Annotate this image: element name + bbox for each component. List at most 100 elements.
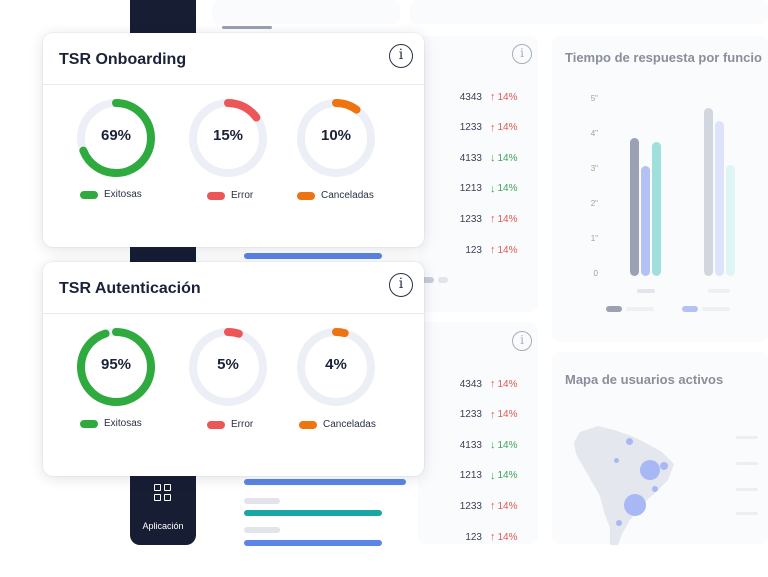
y-tick-label: 2" — [590, 199, 598, 208]
map-legend-placeholder — [736, 436, 758, 439]
donut-exitosas: 95% — [75, 326, 157, 408]
map-bubble — [624, 494, 646, 516]
card-title: TSR Onboarding — [59, 51, 187, 68]
row-value: 123 — [465, 244, 482, 256]
trend-badge: ↑ 14% — [490, 91, 518, 103]
legend-blue — [682, 306, 698, 312]
row-value: 1233 — [459, 500, 482, 512]
bar-gray-1 — [630, 138, 639, 276]
legend-gray-label — [626, 307, 654, 311]
top-right-panel — [410, 0, 768, 24]
map-bubble — [614, 458, 619, 463]
trend-badge: ↑ 14% — [490, 122, 518, 134]
trend-badge: ↑ 14% — [490, 500, 518, 512]
arrow-down-icon: ↓ — [490, 469, 496, 482]
tsr-autenticacion-card: TSR Autenticación i 95% 5% 4% Exitosas E… — [43, 262, 424, 476]
donut-value: 10% — [320, 127, 352, 144]
donut-value: 5% — [217, 356, 239, 373]
map-title: Mapa de usuarios activos — [565, 372, 724, 387]
progress-bar — [244, 253, 382, 259]
trend-badge: ↓ 14% — [490, 470, 518, 482]
top-left-panel — [212, 0, 400, 24]
progress-bar — [420, 277, 434, 283]
map-legend-placeholder — [736, 512, 758, 515]
trend-badge: ↓ 14% — [490, 183, 518, 195]
legend-blue-label — [702, 307, 730, 311]
scroll-indicator[interactable] — [222, 26, 272, 29]
table-row: 1233 ↑ 14% — [442, 499, 518, 513]
trend-percent: 14% — [497, 409, 518, 421]
sidebar-item-aplicacion[interactable]: Aplicación — [142, 521, 184, 531]
donut-canceladas: 4% — [295, 326, 377, 408]
info-icon[interactable]: i — [389, 44, 413, 68]
progress-bar — [438, 277, 448, 283]
y-tick-label: 0 — [593, 269, 598, 278]
arrow-down-icon: ↓ — [490, 182, 496, 195]
row-value: 1213 — [459, 470, 482, 482]
info-icon[interactable]: i — [512, 44, 532, 64]
progress-bar — [244, 540, 382, 546]
table-row: 123 ↑ 14% — [442, 243, 517, 257]
donut-value: 95% — [100, 356, 132, 373]
trend-badge: ↑ 14% — [490, 378, 518, 390]
x-label-placeholder — [708, 289, 730, 293]
legend-error: Error — [207, 190, 253, 201]
trend-badge: ↑ 14% — [490, 531, 518, 543]
arrow-up-icon: ↑ — [490, 121, 496, 134]
row-value: 4133 — [459, 439, 482, 451]
grid-icon[interactable] — [154, 484, 172, 502]
card-title: TSR Autenticación — [59, 280, 201, 297]
trend-badge: ↓ 14% — [490, 439, 518, 451]
row-value: 1233 — [459, 122, 482, 134]
trend-percent: 14% — [497, 152, 518, 164]
bar-blue-2 — [715, 121, 724, 276]
donut-exitosas: 69% — [75, 97, 157, 179]
table-row: 4343 ↑ 14% — [442, 90, 518, 104]
trend-badge: ↑ 14% — [490, 213, 518, 225]
legend-exitosas: Exitosas — [80, 418, 142, 429]
table-row: 1233 ↑ 14% — [442, 212, 518, 226]
arrow-up-icon: ↑ — [490, 213, 496, 226]
donut-arc — [189, 99, 267, 177]
donut-error: 15% — [187, 97, 269, 179]
row-value: 4133 — [459, 152, 482, 164]
progress-bar — [244, 527, 280, 533]
donut-error: 5% — [187, 326, 269, 408]
bar-blue-1 — [641, 166, 650, 276]
legend-error: Error — [207, 419, 253, 430]
trend-percent: 14% — [497, 531, 518, 543]
divider — [43, 84, 424, 85]
row-value: 1213 — [459, 183, 482, 195]
arrow-up-icon: ↑ — [490, 91, 496, 103]
trend-percent: 14% — [497, 213, 518, 225]
info-icon[interactable]: i — [389, 273, 413, 297]
donut-arc — [297, 328, 375, 406]
arrow-up-icon: ↑ — [490, 244, 496, 256]
row-value: 4343 — [459, 378, 482, 390]
donut-arc — [77, 328, 155, 406]
y-tick-label: 4" — [590, 129, 598, 138]
donut-arc — [77, 99, 155, 177]
table-row: 4343 ↑ 14% — [442, 377, 518, 391]
arrow-up-icon: ↑ — [490, 378, 496, 390]
map-legend-placeholder — [736, 462, 758, 465]
response-chart-title: Tiempo de respuesta por funcio — [565, 50, 762, 65]
table-panel-bottom — [418, 322, 538, 544]
table-row: 1233 ↑ 14% — [442, 408, 518, 422]
trend-percent: 14% — [497, 378, 518, 390]
row-value: 123 — [465, 531, 482, 543]
trend-percent: 14% — [497, 91, 518, 103]
table-row: 1213 ↓ 14% — [442, 469, 518, 483]
info-icon[interactable]: i — [512, 331, 532, 351]
trend-percent: 14% — [497, 183, 518, 195]
map-bubble — [640, 460, 660, 480]
table-row: 123 ↑ 14% — [442, 530, 518, 544]
trend-percent: 14% — [497, 470, 518, 482]
tsr-onboarding-card: TSR Onboarding i 69% 15% 10% Exitosas Er… — [43, 33, 424, 247]
map-bubble — [616, 520, 622, 526]
legend-canceladas: Canceladas — [297, 190, 374, 201]
table-row: 1233 ↑ 14% — [442, 121, 518, 135]
y-tick-label: 3" — [590, 164, 598, 173]
trend-badge: ↑ 14% — [490, 409, 518, 421]
y-tick-label: 1" — [590, 234, 598, 243]
